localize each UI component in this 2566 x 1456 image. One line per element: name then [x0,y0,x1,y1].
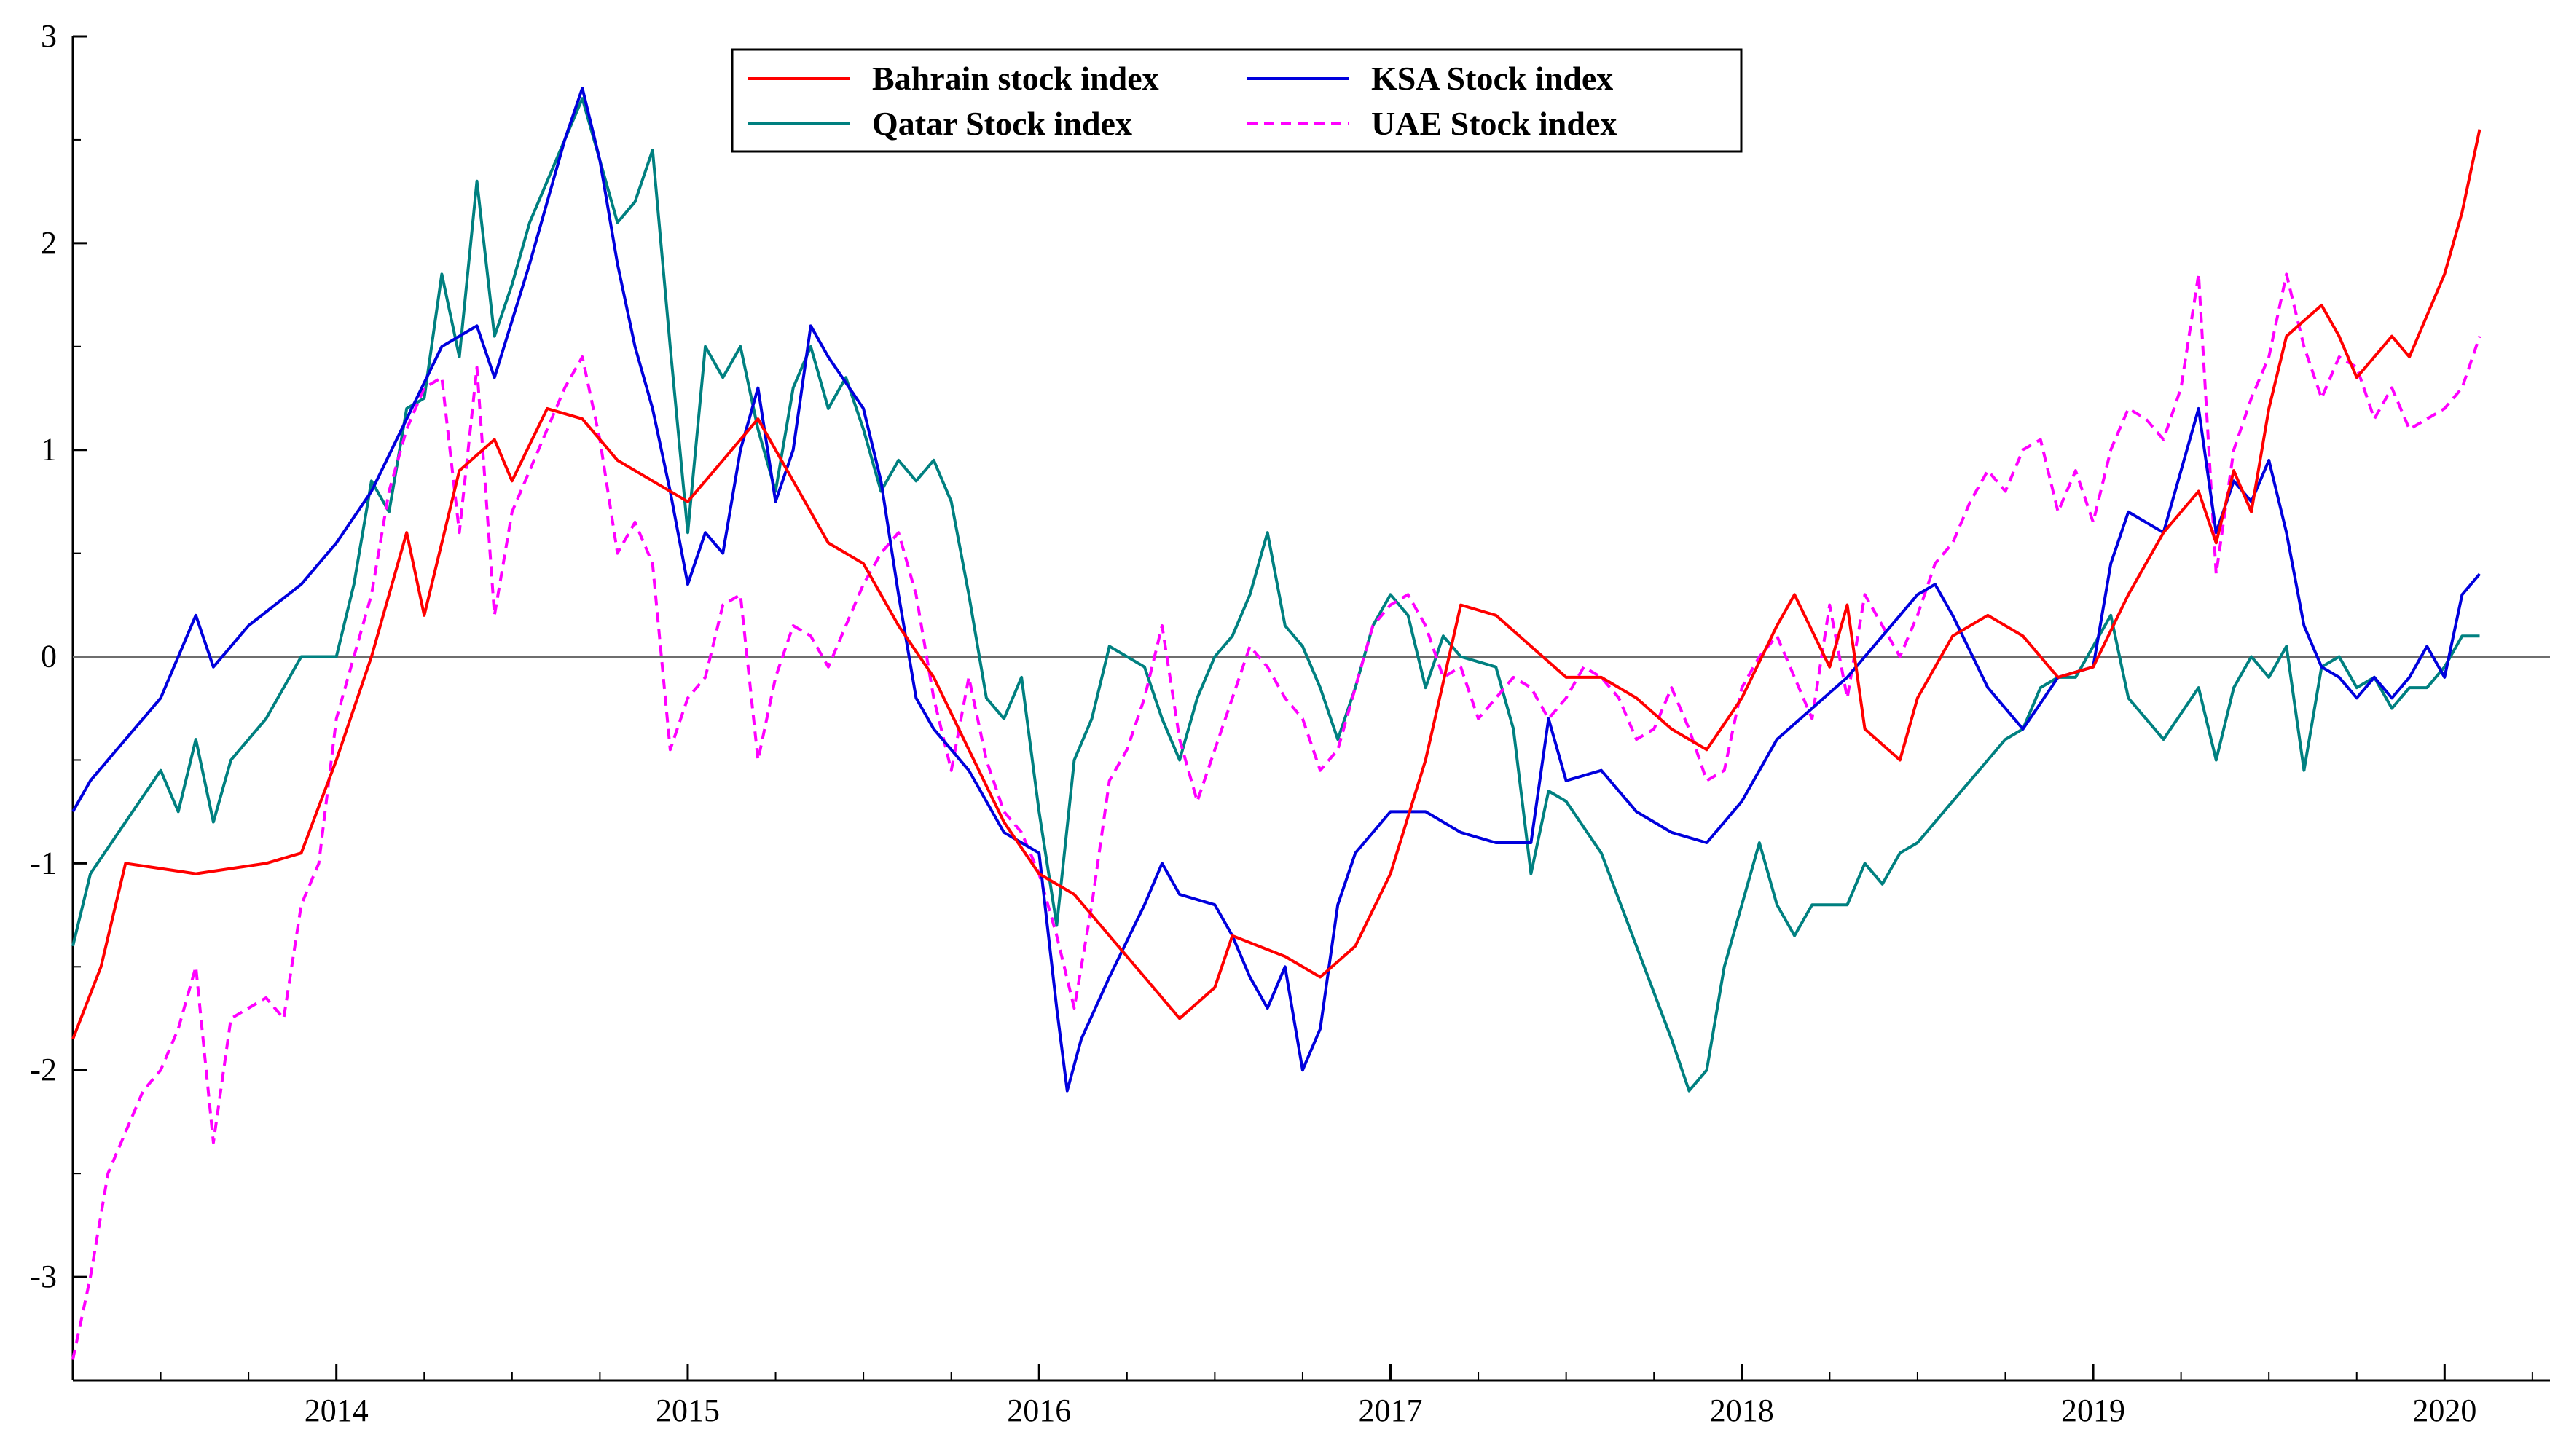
legend-label-1: KSA Stock index [1371,60,1613,97]
x-tick-label-6: 2020 [2412,1393,2476,1428]
series-line-bahrain-stock-index [71,129,2481,1040]
x-tick-label-5: 2019 [2061,1393,2125,1428]
x-tick-label-1: 2015 [656,1393,720,1428]
legend-box [731,48,1743,153]
y-tick-label-4: -1 [30,845,57,881]
series-line-uae-stock-index [71,272,2481,1361]
series-layer [71,87,2481,1361]
y-tick-label-0: 3 [41,18,57,54]
x-tick-label-4: 2018 [1710,1393,1774,1428]
legend-label-0: Bahrain stock index [872,60,1159,97]
axes-layer: 3 2 1 0 -1 -2 -3 2014 2015 2016 2017 2018 2019 2020 [30,18,2550,1428]
y-tick-label-1: 2 [41,225,57,261]
y-tick-label-6: -3 [30,1259,57,1294]
x-tick-label-3: 2017 [1359,1393,1423,1428]
y-tick-label-5: -2 [30,1052,57,1087]
x-tick-label-0: 2014 [305,1393,369,1428]
legend: Bahrain stock index KSA Stock index Qatar … [731,48,1743,153]
legend-label-3: UAE Stock index [1371,105,1617,142]
y-tick-label-3: 0 [41,639,57,674]
x-tick-label-2: 2016 [1007,1393,1071,1428]
y-tick-label-2: 1 [41,432,57,468]
legend-label-2: Qatar Stock index [872,105,1132,142]
series-line-ksa-stock-index [71,87,2481,1093]
series-line-qatar-stock-index [71,97,2480,1093]
